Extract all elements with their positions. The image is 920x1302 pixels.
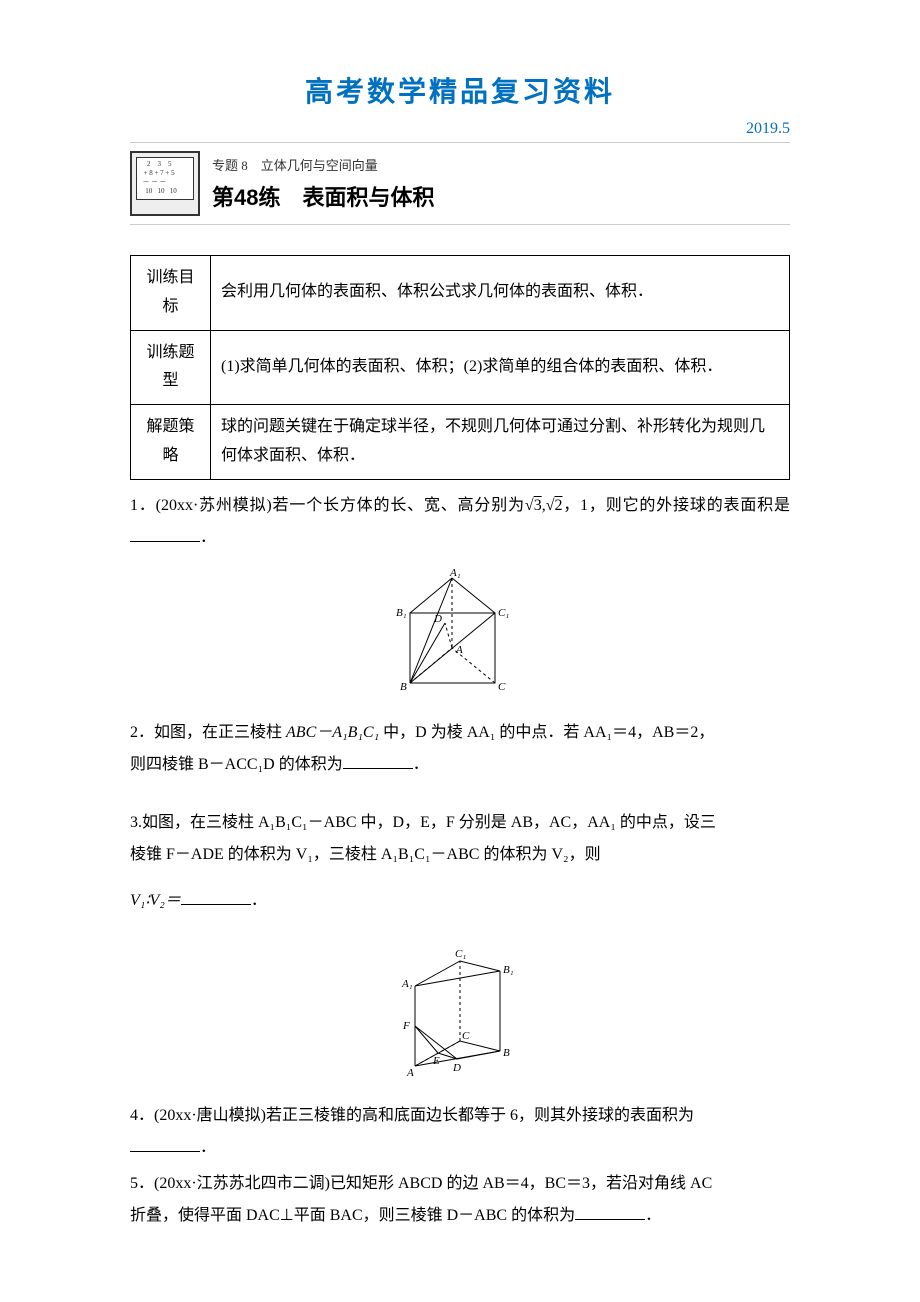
question-1: 1．(20xx·苏州模拟)若一个长方体的长、宽、高分别为√3,√2，1，则它的外… — [130, 490, 790, 554]
table-row: 训练题型 (1)求简单几何体的表面积、体积；(2)求简单的组合体的表面积、体积． — [131, 330, 790, 405]
svg-text:A₁: A₁ — [401, 978, 413, 990]
svg-text:B: B — [503, 1047, 510, 1059]
figure-1: A₁ B₁ C₁ D A B C — [130, 568, 790, 703]
sqrt3: √3 — [525, 497, 542, 514]
table-row: 训练目标 会利用几何体的表面积、体积公式求几何体的表面积、体积． — [131, 256, 790, 331]
section-text: 专题 8 立体几何与空间向量 第48练 表面积与体积 — [212, 155, 434, 212]
q4-text: 4．(20xx·唐山模拟)若正三棱锥的高和底面边长都等于 6，则其外接球的表面积… — [130, 1107, 694, 1124]
question-3b: V₁∶V₂＝． — [130, 885, 790, 917]
question-4: 4．(20xx·唐山模拟)若正三棱锥的高和底面边长都等于 6，则其外接球的表面积… — [130, 1100, 790, 1164]
question-2: 2．如图，在正三棱柱 ABC－A₁B₁C₁ 中，D 为棱 AA₁ 的中点．若 A… — [130, 717, 790, 781]
date-label: 2019.5 — [130, 120, 790, 138]
q1-suffix: ，1，则它的外接球的表面积是 — [562, 497, 790, 514]
topic-label: 专题 8 立体几何与空间向量 — [212, 155, 434, 174]
q2-line2: 则四棱锥 B－ACC₁D 的体积为 — [130, 756, 343, 773]
q5-line1: 5．(20xx·江苏苏北四市二调)已知矩形 ABCD 的边 AB＝4，BC＝3，… — [130, 1175, 712, 1192]
svg-text:C: C — [498, 681, 506, 693]
blank-field — [130, 1151, 200, 1152]
lesson-title: 第48练 表面积与体积 — [212, 180, 434, 212]
q3-line2: 棱锥 F－ADE 的体积为 V₁，三棱柱 A₁B₁C₁－ABC 的体积为 V₂，… — [130, 846, 601, 863]
sqrt2: √2 — [546, 497, 563, 514]
svg-text:A: A — [455, 644, 463, 656]
svg-text:A: A — [406, 1067, 414, 1079]
page-title: 高考数学精品复习资料 — [130, 70, 790, 110]
question-3: 3.如图，在三棱柱 A₁B₁C₁－ABC 中，D，E，F 分别是 AB，AC，A… — [130, 807, 790, 871]
q2-prism: ABC－A₁B₁C₁ — [286, 724, 379, 741]
blank-field — [181, 904, 251, 905]
q5-line2: 折叠，使得平面 DAC⊥平面 BAC，则三棱锥 D－ABC 的体积为 — [130, 1207, 575, 1224]
section-header: 2 3 5 + 8 + 7 + 5 ─ ─ ─ 10 10 10 专题 8 立体… — [130, 143, 790, 225]
svg-text:C: C — [462, 1030, 470, 1042]
row-content: 球的问题关键在于确定球半径，不规则几何体可通过分割、补形转化为规则几何体求面积、… — [211, 405, 790, 480]
row-label: 训练目标 — [131, 256, 211, 331]
svg-text:D: D — [452, 1062, 461, 1074]
blank-field — [130, 541, 200, 542]
svg-text:A₁: A₁ — [449, 568, 461, 579]
svg-text:E: E — [432, 1055, 440, 1067]
row-label: 训练题型 — [131, 330, 211, 405]
figure-2: A₁ B₁ C₁ A B C D E F — [130, 931, 790, 1086]
svg-text:F: F — [402, 1020, 410, 1032]
chalkboard-icon: 2 3 5 + 8 + 7 + 5 ─ ─ ─ 10 10 10 — [130, 151, 200, 216]
svg-text:B₁: B₁ — [503, 964, 514, 976]
q3-line1: 3.如图，在三棱柱 A₁B₁C₁－ABC 中，D，E，F 分别是 AB，AC，A… — [130, 814, 716, 831]
svg-text:B₁: B₁ — [396, 607, 407, 619]
row-content: 会利用几何体的表面积、体积公式求几何体的表面积、体积． — [211, 256, 790, 331]
table-row: 解题策略 球的问题关键在于确定球半径，不规则几何体可通过分割、补形转化为规则几何… — [131, 405, 790, 480]
question-5: 5．(20xx·江苏苏北四市二调)已知矩形 ABCD 的边 AB＝4，BC＝3，… — [130, 1168, 790, 1232]
q2-text-b: 中，D 为棱 AA₁ 的中点．若 AA₁＝4，AB＝2， — [379, 724, 714, 741]
svg-text:B: B — [400, 681, 407, 693]
chalkboard-content: 2 3 5 + 8 + 7 + 5 ─ ─ ─ 10 10 10 — [136, 157, 194, 200]
blank-field — [575, 1219, 645, 1220]
svg-text:D: D — [433, 613, 442, 625]
info-table: 训练目标 会利用几何体的表面积、体积公式求几何体的表面积、体积． 训练题型 (1… — [130, 255, 790, 480]
q2-text-a: 2．如图，在正三棱柱 — [130, 724, 286, 741]
svg-text:C₁: C₁ — [455, 948, 466, 960]
svg-text:C₁: C₁ — [498, 607, 509, 619]
q1-text: 1．(20xx·苏州模拟)若一个长方体的长、宽、高分别为 — [130, 497, 525, 514]
row-label: 解题策略 — [131, 405, 211, 480]
q3-line3: V₁∶V₂＝ — [130, 892, 181, 909]
row-content: (1)求简单几何体的表面积、体积；(2)求简单的组合体的表面积、体积． — [211, 330, 790, 405]
blank-field — [343, 768, 413, 769]
